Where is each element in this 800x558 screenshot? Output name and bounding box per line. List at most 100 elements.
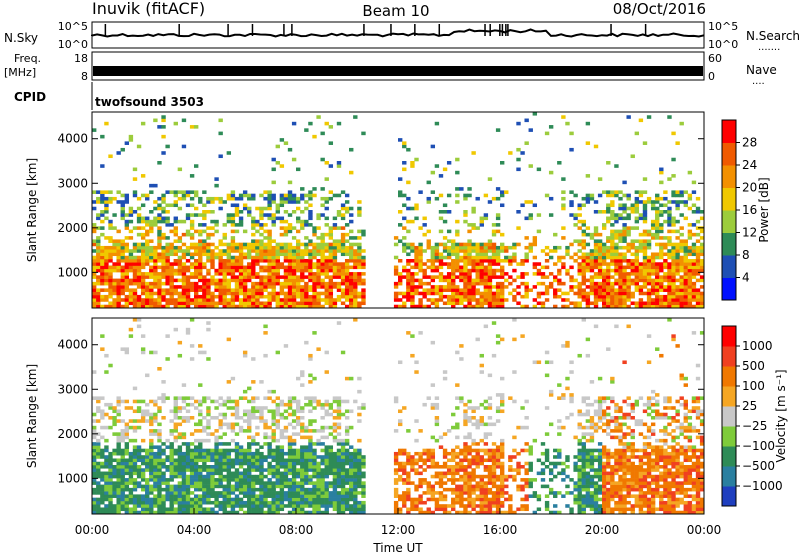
heatmap-cell — [272, 498, 276, 502]
heatmap-cell — [202, 465, 206, 469]
heatmap-cell — [251, 259, 255, 263]
heatmap-cell — [121, 462, 125, 466]
heatmap-cell — [206, 256, 210, 260]
heatmap-cell — [684, 295, 688, 299]
heatmap-cell — [312, 301, 316, 305]
heatmap-cell — [410, 220, 414, 224]
heatmap-cell — [288, 243, 292, 247]
heatmap-cell — [333, 269, 337, 273]
heatmap-cell — [651, 203, 655, 207]
heatmap-cell — [341, 249, 345, 253]
heatmap-cell — [206, 432, 210, 436]
colorbar-tick-label: 12 — [742, 226, 757, 240]
heatmap-cell — [651, 233, 655, 237]
heatmap-cell — [325, 217, 329, 221]
heatmap-cell — [272, 494, 276, 498]
heatmap-cell — [157, 282, 161, 286]
heatmap-cell — [537, 272, 541, 276]
heatmap-cell — [235, 203, 239, 207]
heatmap-cell — [296, 432, 300, 436]
heatmap-cell — [100, 491, 104, 495]
heatmap-cell — [353, 472, 357, 476]
heatmap-cell — [235, 498, 239, 502]
heatmap-cell — [684, 298, 688, 302]
heatmap-cell — [157, 207, 161, 211]
heatmap-cell — [243, 279, 247, 283]
heatmap-cell — [631, 203, 635, 207]
heatmap-cell — [263, 207, 267, 211]
heatmap-cell — [325, 498, 329, 502]
heatmap-cell — [186, 252, 190, 256]
heatmap-cell — [533, 203, 537, 207]
heatmap-cell — [606, 282, 610, 286]
heatmap-cell — [92, 475, 96, 479]
heatmap-cell — [329, 432, 333, 436]
heatmap-cell — [480, 223, 484, 227]
heatmap-cell — [304, 285, 308, 289]
heatmap-cell — [251, 292, 255, 296]
heatmap-cell — [231, 275, 235, 279]
heatmap-cell — [288, 256, 292, 260]
heatmap-cell — [104, 491, 108, 495]
heatmap-cell — [157, 220, 161, 224]
heatmap-cell — [333, 400, 337, 404]
heatmap-cell — [431, 246, 435, 250]
heatmap-cell — [300, 501, 304, 505]
heatmap-cell — [304, 494, 308, 498]
heatmap-cell — [427, 239, 431, 243]
heatmap-cell — [626, 272, 630, 276]
heatmap-cell — [418, 279, 422, 283]
heatmap-cell — [520, 262, 524, 266]
heatmap-cell — [186, 328, 190, 332]
heatmap-cell — [520, 295, 524, 299]
heatmap-cell — [182, 252, 186, 256]
heatmap-cell — [174, 239, 178, 243]
heatmap-cell — [296, 279, 300, 283]
heatmap-cell — [647, 282, 651, 286]
heatmap-cell — [149, 239, 153, 243]
heatmap-cell — [255, 223, 259, 227]
heatmap-cell — [626, 217, 630, 221]
heatmap-cell — [227, 262, 231, 266]
heatmap-cell — [141, 233, 145, 237]
heatmap-cell — [161, 416, 165, 420]
heatmap-cell — [235, 481, 239, 485]
heatmap-cell — [667, 223, 671, 227]
heatmap-cell — [280, 275, 284, 279]
heatmap-cell — [100, 426, 104, 430]
heatmap-cell — [157, 504, 161, 508]
heatmap-cell — [325, 246, 329, 250]
heatmap-cell — [300, 507, 304, 511]
heatmap-cell — [345, 494, 349, 498]
heatmap-cell — [606, 269, 610, 273]
heatmap-cell — [484, 213, 488, 217]
heatmap-cell — [247, 458, 251, 462]
heatmap-cell — [663, 246, 667, 250]
heatmap-cell — [276, 298, 280, 302]
heatmap-cell — [614, 246, 618, 250]
heatmap-cell — [410, 354, 414, 358]
heatmap-cell — [304, 252, 308, 256]
heatmap-cell — [345, 468, 349, 472]
heatmap-cell — [353, 501, 357, 505]
heatmap-cell — [280, 292, 284, 296]
heatmap-cell — [170, 272, 174, 276]
heatmap-cell — [112, 288, 116, 292]
heatmap-cell — [251, 416, 255, 420]
heatmap-cell — [206, 468, 210, 472]
heatmap-cell — [692, 233, 696, 237]
heatmap-cell — [659, 168, 663, 172]
heatmap-cell — [292, 439, 296, 443]
heatmap-cell — [651, 288, 655, 292]
heatmap-cell — [578, 295, 582, 299]
heatmap-cell — [174, 409, 178, 413]
heatmap-cell — [153, 249, 157, 253]
heatmap-cell — [614, 217, 618, 221]
heatmap-cell — [227, 282, 231, 286]
heatmap-cell — [141, 285, 145, 289]
heatmap-cell — [345, 481, 349, 485]
heatmap-cell — [357, 256, 361, 260]
heatmap-cell — [251, 475, 255, 479]
heatmap-cell — [361, 403, 365, 407]
heatmap-cell — [329, 141, 333, 145]
